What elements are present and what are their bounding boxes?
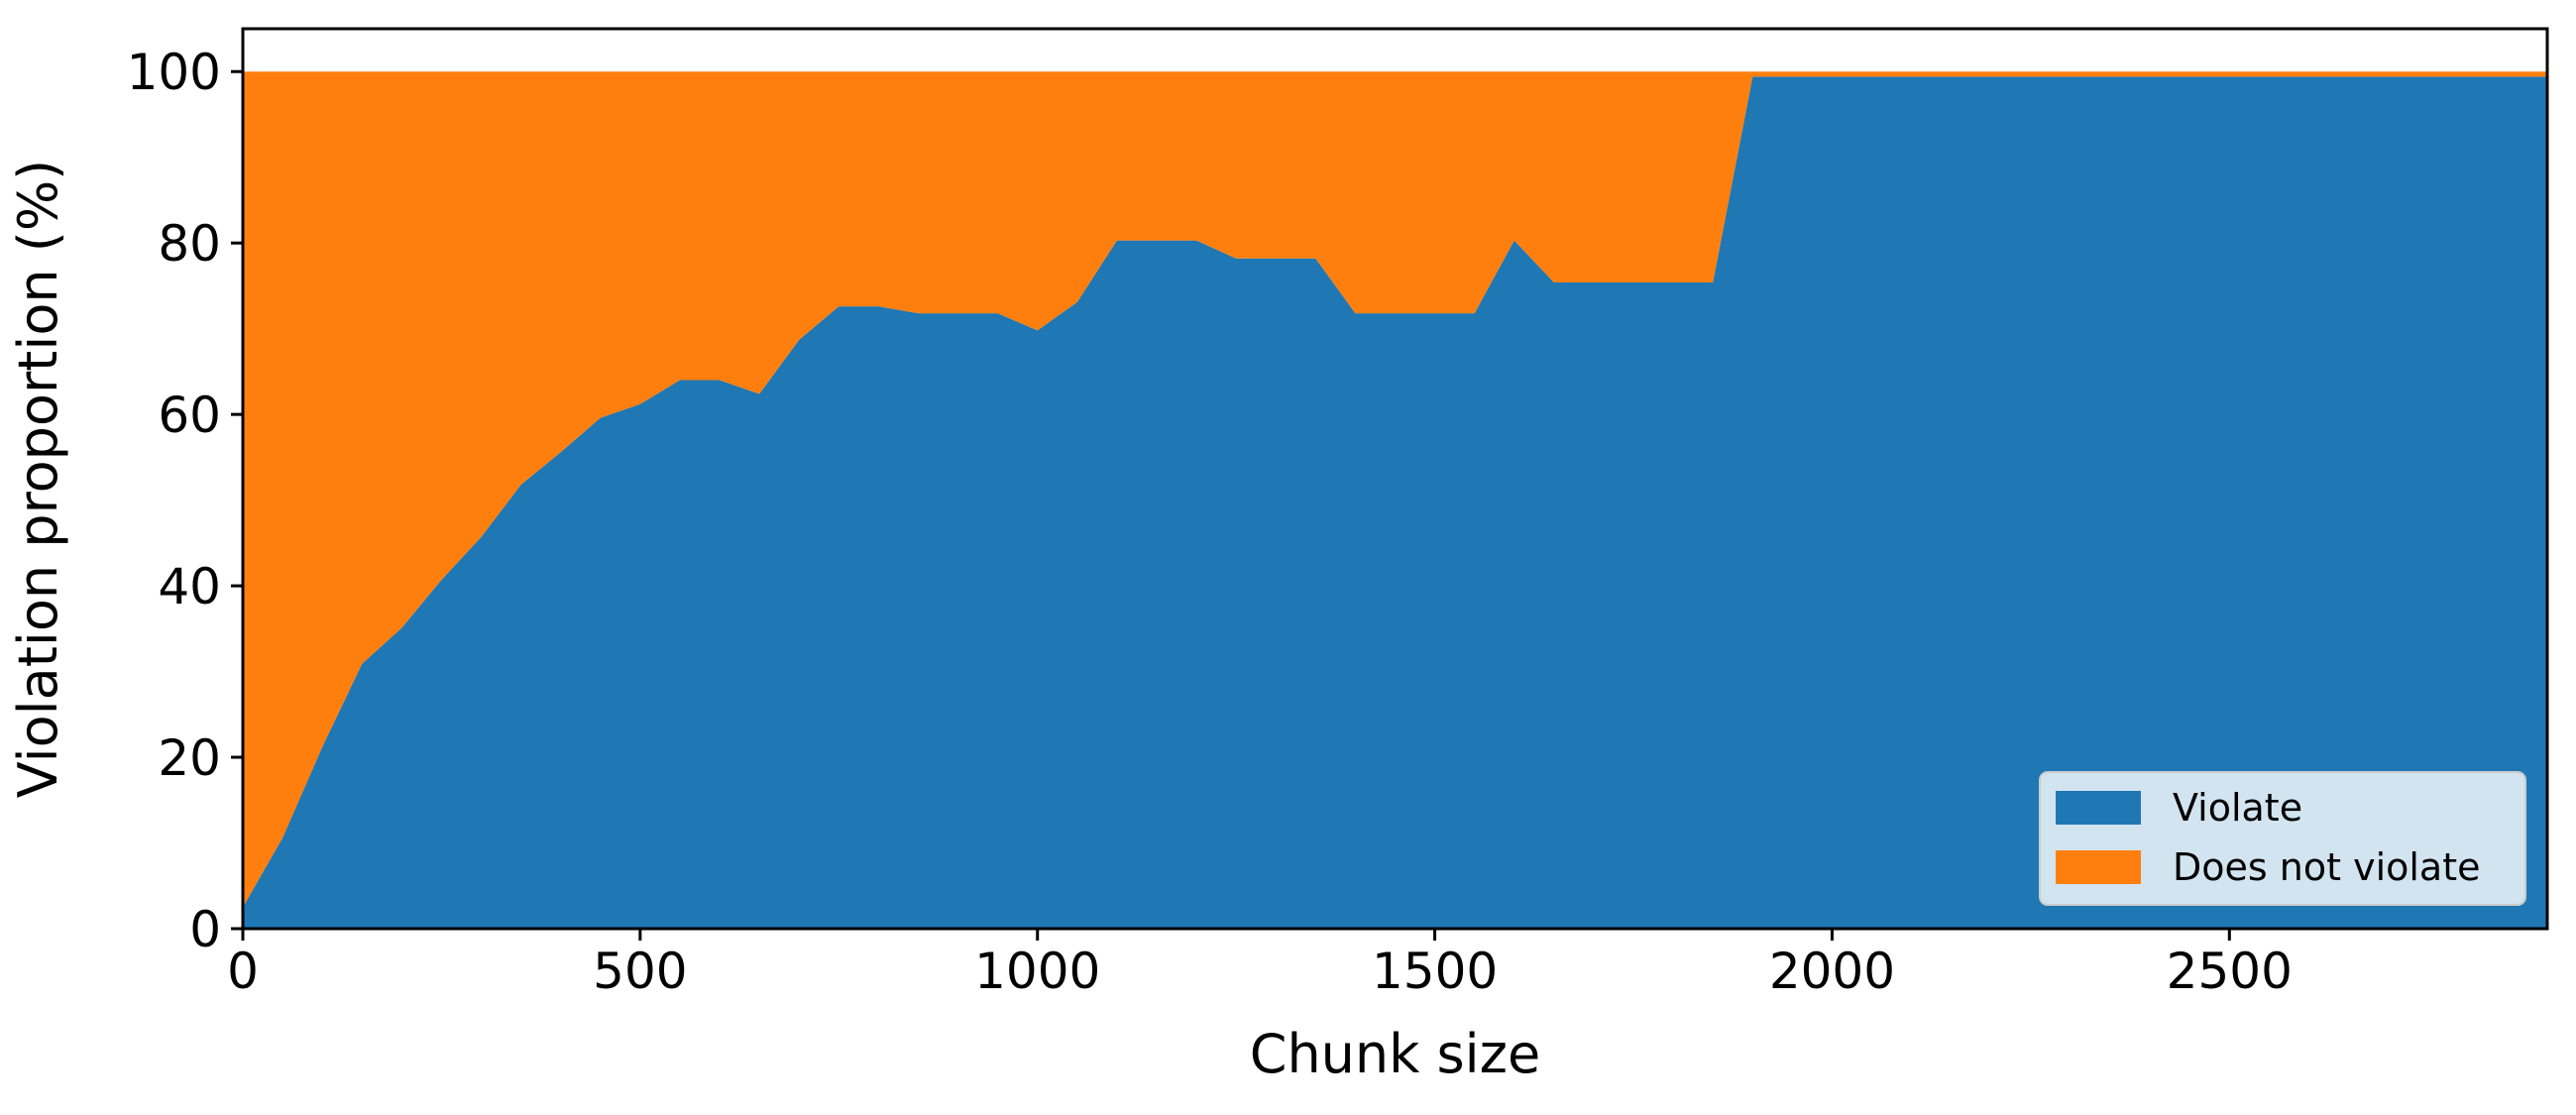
x-tick-label: 2500 xyxy=(2167,943,2293,1000)
y-axis-label: Violation proportion (%) xyxy=(7,160,69,798)
y-axis-ticks: 0 20 40 60 80 100 xyxy=(127,44,243,958)
y-tick-label: 40 xyxy=(158,558,221,615)
y-tick-label: 80 xyxy=(158,215,221,273)
y-tick-label: 100 xyxy=(127,44,221,101)
x-tick-label: 2000 xyxy=(1769,943,1895,1000)
area-layers xyxy=(243,71,2547,930)
plot-frame xyxy=(241,27,2549,931)
y-tick-label: 0 xyxy=(189,901,221,958)
legend-box xyxy=(2039,771,2526,906)
x-axis-ticks: 0 500 1000 1500 2000 2500 xyxy=(227,929,2293,1000)
legend-label-violate: Violate xyxy=(2173,786,2302,830)
x-tick-label: 500 xyxy=(593,943,687,1000)
legend: Violate Does not violate xyxy=(2039,771,2526,906)
x-tick-label: 1000 xyxy=(974,943,1100,1000)
legend-label-does-not-violate: Does not violate xyxy=(2173,845,2481,889)
x-axis-label: Chunk size xyxy=(1250,1023,1541,1085)
x-tick-label: 0 xyxy=(227,943,259,1000)
x-tick-label: 1500 xyxy=(1372,943,1498,1000)
legend-swatch-does-not-violate xyxy=(2056,850,2141,884)
y-tick-label: 60 xyxy=(158,387,221,444)
area-does-not-violate xyxy=(243,71,2547,908)
legend-swatch-violate xyxy=(2056,791,2141,825)
y-tick-label: 20 xyxy=(158,729,221,787)
area-violate xyxy=(243,76,2547,930)
